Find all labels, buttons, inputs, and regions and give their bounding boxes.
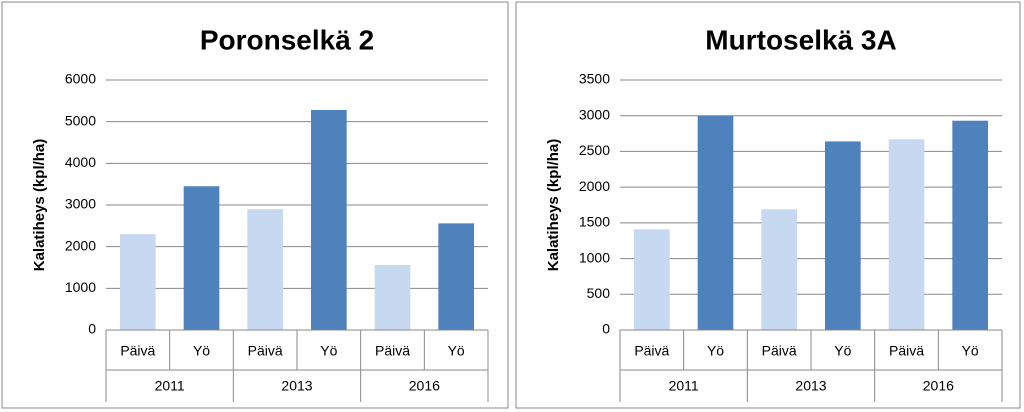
- y-tick-label: 3500: [579, 71, 610, 87]
- bar: [888, 139, 925, 330]
- chart-title: Murtoselkä 3A: [705, 24, 896, 55]
- x-tick-label: Yö: [707, 343, 724, 359]
- group-label: 2011: [669, 378, 699, 394]
- x-tick-label: Päivä: [634, 343, 669, 359]
- y-tick-label: 5000: [65, 112, 96, 128]
- x-tick-label: Päivä: [248, 343, 283, 359]
- y-tick-label: 0: [88, 321, 96, 337]
- bar: [438, 223, 474, 330]
- chart-frame: [515, 1, 1021, 409]
- bar: [183, 186, 220, 330]
- bar: [311, 110, 347, 330]
- y-tick-label: 1500: [579, 214, 610, 230]
- group-label: 2013: [281, 378, 312, 394]
- y-tick-label: 500: [587, 285, 611, 301]
- y-tick-label: 1000: [579, 249, 610, 265]
- bar: [952, 120, 988, 330]
- x-tick-label: Yö: [193, 343, 210, 359]
- y-tick-label: 6000: [65, 71, 96, 87]
- bar: [634, 229, 670, 330]
- y-tick-label: 3000: [579, 106, 610, 122]
- y-tick-label: 2000: [579, 178, 610, 194]
- bar: [825, 141, 861, 330]
- group-label: 2011: [155, 378, 185, 394]
- y-axis-label: Kalatiheys (kpl/ha): [31, 139, 48, 272]
- x-tick-label: Yö: [834, 343, 851, 359]
- y-tick-label: 1000: [65, 279, 96, 295]
- y-tick-label: 0: [602, 321, 610, 337]
- group-label: 2016: [923, 378, 954, 394]
- x-tick-label: Yö: [448, 343, 465, 359]
- y-tick-label: 2500: [579, 142, 610, 158]
- chart-title: Poronselkä 2: [200, 24, 374, 55]
- bar: [761, 209, 797, 330]
- x-tick-label: Päivä: [120, 343, 155, 359]
- y-tick-label: 3000: [65, 196, 96, 212]
- x-tick-label: Yö: [320, 343, 337, 359]
- bar: [247, 209, 283, 330]
- bar: [374, 265, 411, 330]
- x-tick-label: Päivä: [762, 343, 797, 359]
- bar: [120, 234, 156, 330]
- bar: [697, 115, 734, 330]
- x-tick-label: Päivä: [889, 343, 924, 359]
- group-label: 2016: [409, 378, 440, 394]
- y-tick-label: 2000: [65, 237, 96, 253]
- x-tick-label: Yö: [962, 343, 979, 359]
- x-tick-label: Päivä: [375, 343, 410, 359]
- y-tick-label: 4000: [65, 154, 96, 170]
- group-label: 2013: [795, 378, 826, 394]
- y-axis-label: Kalatiheys (kpl/ha): [545, 139, 562, 272]
